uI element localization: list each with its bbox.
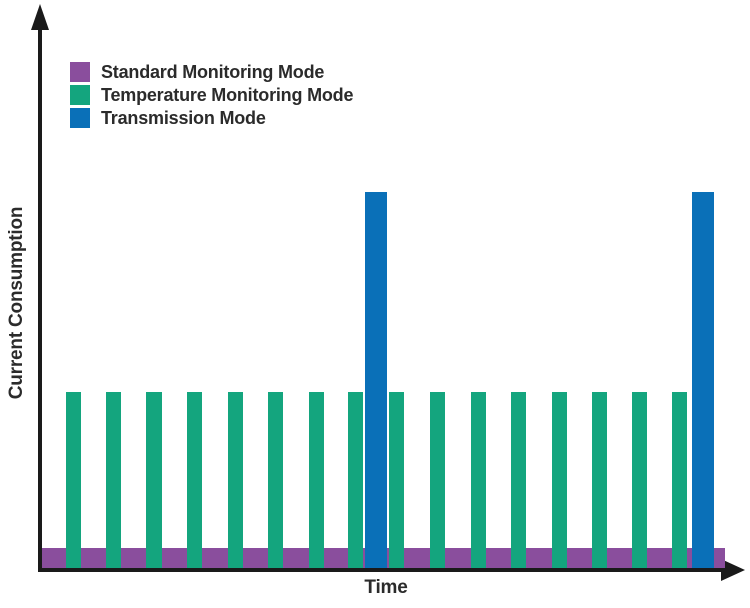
legend-swatch-standard-monitoring-mode (70, 61, 90, 82)
pulse-bar-temperature-monitoring-mode (308, 392, 324, 568)
plot-area (42, 8, 725, 568)
pulse-bar-temperature-monitoring-mode (672, 392, 688, 568)
pulse-bar-temperature-monitoring-mode (511, 392, 527, 568)
pulse-bar-temperature-monitoring-mode (551, 392, 567, 568)
legend-item-transmission-mode: Transmission Mode (70, 107, 353, 128)
legend-item-standard-monitoring-mode: Standard Monitoring Mode (70, 61, 353, 82)
pulse-bar-temperature-monitoring-mode (106, 392, 122, 568)
legend-swatch-temperature-monitoring-mode (70, 84, 90, 105)
pulse-bar-transmission-mode (692, 192, 714, 568)
x-axis-arrow-icon (721, 559, 745, 581)
pulse-bar-temperature-monitoring-mode (348, 392, 364, 568)
pulse-bar-temperature-monitoring-mode (146, 392, 162, 568)
pulse-bar-temperature-monitoring-mode (388, 392, 404, 568)
legend-swatch-transmission-mode (70, 107, 90, 128)
pulse-bar-temperature-monitoring-mode (470, 392, 486, 568)
x-axis (38, 568, 726, 572)
x-axis-label: Time (364, 577, 408, 598)
pulse-bar-temperature-monitoring-mode (430, 392, 446, 568)
pulse-bar-temperature-monitoring-mode (187, 392, 203, 568)
y-axis-label: Current Consumption (6, 206, 27, 400)
legend-item-temperature-monitoring-mode: Temperature Monitoring Mode (70, 84, 353, 105)
pulse-bar-temperature-monitoring-mode (268, 392, 284, 568)
y-axis (38, 16, 42, 572)
pulse-bar-temperature-monitoring-mode (65, 392, 81, 568)
y-axis-arrow-icon (31, 4, 49, 30)
pulse-bar-temperature-monitoring-mode (631, 392, 647, 568)
legend: Standard Monitoring Mode Temperature Moni… (70, 61, 353, 128)
legend-label-transmission-mode: Transmission Mode (101, 107, 266, 128)
pulse-bar-temperature-monitoring-mode (592, 392, 608, 568)
pulse-bar-transmission-mode (365, 192, 388, 568)
legend-label-temperature-monitoring-mode: Temperature Monitoring Mode (101, 84, 354, 105)
legend-label-standard-monitoring-mode: Standard Monitoring Mode (101, 61, 325, 82)
pulse-bar-temperature-monitoring-mode (227, 392, 243, 568)
